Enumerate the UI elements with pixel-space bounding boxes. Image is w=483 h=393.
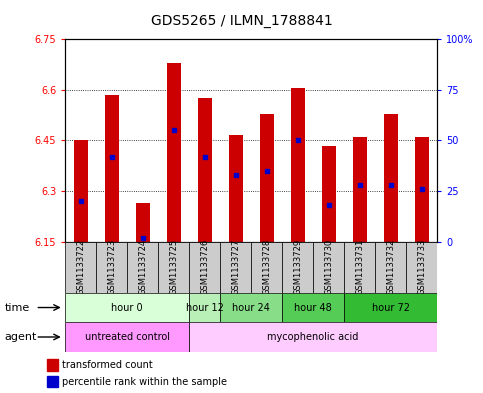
Bar <box>220 293 282 322</box>
Text: GSM1133733: GSM1133733 <box>417 239 426 296</box>
Bar <box>65 293 189 322</box>
Text: GSM1133732: GSM1133732 <box>386 239 395 296</box>
Bar <box>136 203 150 242</box>
Bar <box>353 137 367 242</box>
Bar <box>322 145 336 242</box>
Bar <box>282 242 313 293</box>
Text: GSM1133725: GSM1133725 <box>169 239 178 295</box>
Bar <box>291 88 305 242</box>
Text: percentile rank within the sample: percentile rank within the sample <box>62 377 227 387</box>
Bar <box>96 242 127 293</box>
Bar <box>127 242 158 293</box>
Bar <box>198 98 212 242</box>
Text: hour 24: hour 24 <box>232 303 270 312</box>
Text: time: time <box>5 303 30 312</box>
Text: untreated control: untreated control <box>85 332 170 342</box>
Bar <box>414 137 428 242</box>
Text: GSM1133730: GSM1133730 <box>324 239 333 296</box>
Bar <box>167 63 181 242</box>
Text: GSM1133724: GSM1133724 <box>138 239 147 295</box>
Bar <box>260 114 274 242</box>
Text: hour 12: hour 12 <box>186 303 224 312</box>
Bar <box>189 322 437 352</box>
Text: GDS5265 / ILMN_1788841: GDS5265 / ILMN_1788841 <box>151 14 332 28</box>
Bar <box>74 141 88 242</box>
Bar <box>313 242 344 293</box>
Text: agent: agent <box>5 332 37 342</box>
Bar <box>375 242 406 293</box>
Bar <box>47 376 58 387</box>
Text: transformed count: transformed count <box>62 360 153 370</box>
Bar <box>47 359 58 371</box>
Text: GSM1133723: GSM1133723 <box>107 239 116 296</box>
Bar <box>344 242 375 293</box>
Text: hour 72: hour 72 <box>371 303 410 312</box>
Bar <box>220 242 251 293</box>
Text: hour 48: hour 48 <box>294 303 332 312</box>
Bar <box>384 114 398 242</box>
Bar <box>189 293 220 322</box>
Text: GSM1133729: GSM1133729 <box>293 239 302 295</box>
Text: GSM1133722: GSM1133722 <box>76 239 85 295</box>
Bar <box>228 136 242 242</box>
Text: GSM1133726: GSM1133726 <box>200 239 209 296</box>
Bar <box>282 293 344 322</box>
Text: GSM1133727: GSM1133727 <box>231 239 240 296</box>
Bar <box>158 242 189 293</box>
Text: GSM1133728: GSM1133728 <box>262 239 271 296</box>
Text: hour 0: hour 0 <box>112 303 143 312</box>
Bar <box>105 95 119 242</box>
Text: GSM1133731: GSM1133731 <box>355 239 364 296</box>
Text: mycophenolic acid: mycophenolic acid <box>268 332 359 342</box>
Bar <box>344 293 437 322</box>
Bar <box>251 242 282 293</box>
Bar <box>65 322 189 352</box>
Bar <box>406 242 437 293</box>
Bar <box>65 242 96 293</box>
Bar <box>189 242 220 293</box>
